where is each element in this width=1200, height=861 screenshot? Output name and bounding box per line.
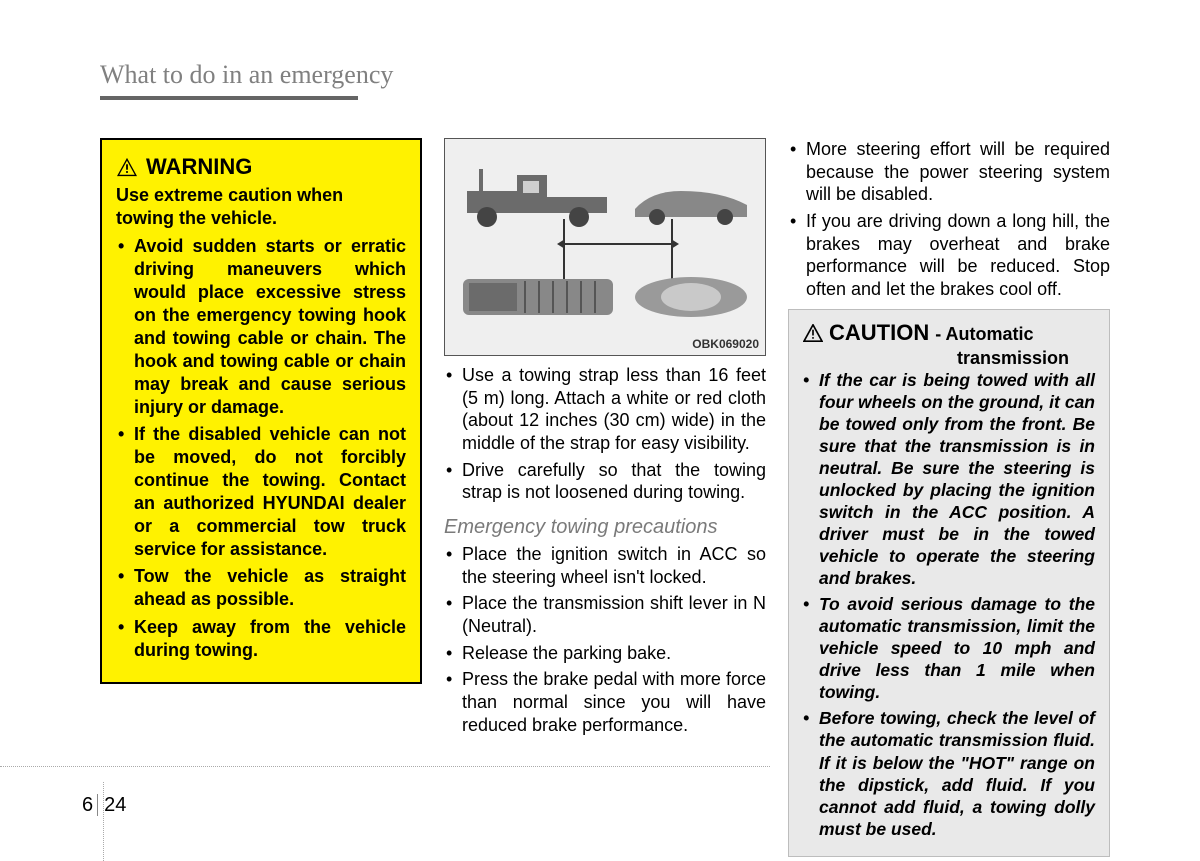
towing-figure: OBK069020 xyxy=(444,138,766,356)
warning-heading-row: WARNING xyxy=(116,154,406,180)
warning-list: Avoid sudden starts or erratic driving m… xyxy=(116,235,406,662)
header-rule xyxy=(100,96,358,100)
strap-item: Use a towing strap less than 16 feet (5 … xyxy=(444,364,766,455)
figure-label: OBK069020 xyxy=(692,337,759,351)
precaution-item: Release the parking bake. xyxy=(444,642,766,665)
figure-length-arrow xyxy=(563,243,673,245)
car-top-icon xyxy=(631,273,751,321)
column-right: More steering effort will be required be… xyxy=(788,138,1110,857)
page-header-title: What to do in an emergency xyxy=(100,60,1110,90)
caution-item: If the car is being towed with all four … xyxy=(803,369,1095,589)
tow-truck-top-icon xyxy=(459,269,619,325)
caution-heading-row: CAUTION - Automatic xyxy=(803,320,1095,346)
warning-triangle-icon xyxy=(116,157,138,177)
strap-instructions-list: Use a towing strap less than 16 feet (5 … xyxy=(444,364,766,504)
warning-item: Tow the vehicle as straight ahead as pos… xyxy=(116,565,406,611)
continued-list: More steering effort will be required be… xyxy=(788,138,1110,301)
warning-item: If the disabled vehicle can not be moved… xyxy=(116,423,406,561)
caution-sub-text: - Automatic xyxy=(935,324,1033,345)
page-number-value: 24 xyxy=(98,794,126,816)
page-number: 624 xyxy=(82,794,126,817)
chapter-number: 6 xyxy=(82,794,98,816)
warning-lead-text: Use extreme caution when towing the vehi… xyxy=(116,184,406,229)
precautions-list: Place the ignition switch in ACC so the … xyxy=(444,543,766,736)
caution-triangle-icon xyxy=(803,324,823,342)
columns: WARNING Use extreme caution when towing … xyxy=(100,138,1110,857)
column-left: WARNING Use extreme caution when towing … xyxy=(100,138,422,857)
continued-item: More steering effort will be required be… xyxy=(788,138,1110,206)
precaution-item: Place the ignition switch in ACC so the … xyxy=(444,543,766,588)
warning-item: Keep away from the vehicle during towing… xyxy=(116,616,406,662)
footer-dotted-rule-h xyxy=(0,766,770,767)
caution-item: To avoid serious damage to the automatic… xyxy=(803,593,1095,703)
warning-heading-text: WARNING xyxy=(146,154,252,180)
caution-sub-text-2: transmission xyxy=(803,348,1095,369)
warning-item: Avoid sudden starts or erratic driving m… xyxy=(116,235,406,419)
precaution-item: Press the brake pedal with more force th… xyxy=(444,668,766,736)
column-middle: OBK069020 Use a towing strap less than 1… xyxy=(444,138,766,857)
caution-heading-text: CAUTION xyxy=(829,320,929,346)
tow-truck-side-icon xyxy=(459,161,619,231)
precautions-subheading: Emergency towing precautions xyxy=(444,516,766,539)
caution-box: CAUTION - Automatic transmission If the … xyxy=(788,309,1110,857)
caution-item: Before towing, check the level of the au… xyxy=(803,707,1095,839)
continued-item: If you are driving down a long hill, the… xyxy=(788,210,1110,301)
warning-box: WARNING Use extreme caution when towing … xyxy=(100,138,422,684)
page-container: What to do in an emergency WARNING Use e… xyxy=(0,0,1200,861)
strap-item: Drive carefully so that the towing strap… xyxy=(444,459,766,504)
car-side-icon xyxy=(631,183,751,227)
caution-list: If the car is being towed with all four … xyxy=(803,369,1095,840)
precaution-item: Place the transmission shift lever in N … xyxy=(444,592,766,637)
